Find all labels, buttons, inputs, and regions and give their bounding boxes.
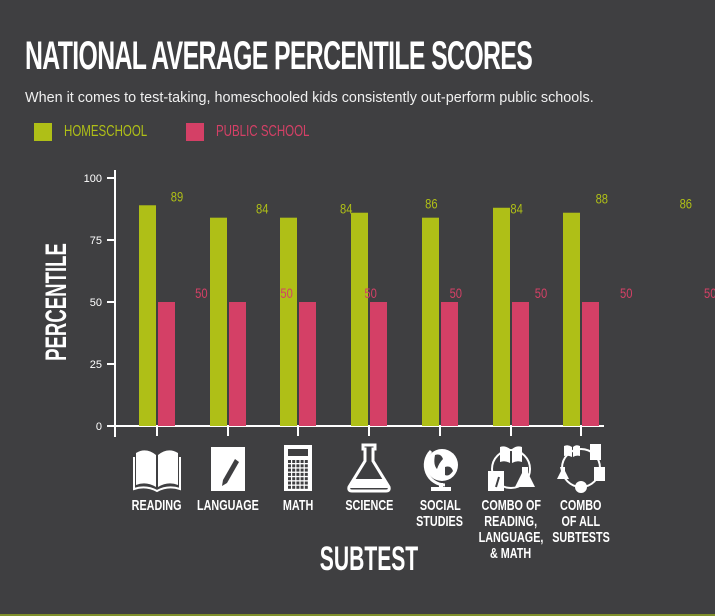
- bar-public-school: [158, 302, 175, 426]
- bar-value-label: 84: [256, 202, 268, 217]
- x-axis-label: SUBTEST: [319, 540, 419, 578]
- bar-homeschool: [139, 205, 156, 426]
- bar-public-school: [441, 302, 458, 426]
- bar-value-label: 50: [280, 286, 292, 301]
- bar-value-label: 86: [680, 197, 692, 212]
- category-label: READING: [112, 498, 202, 514]
- category-label: MATH: [253, 498, 343, 514]
- y-tick-label: 25: [90, 359, 102, 371]
- bar-value-label: 50: [535, 286, 547, 301]
- y-tick-label: 50: [90, 297, 102, 309]
- legend-swatch-public-school: [186, 123, 204, 141]
- bar-value-label: 86: [425, 197, 437, 212]
- category-label-line: READING,: [484, 513, 538, 530]
- category-label: SOCIAL STUDIES: [395, 498, 485, 530]
- y-tick-label: 100: [84, 173, 102, 185]
- open-book-icon: [132, 443, 182, 493]
- bar-homeschool: [280, 217, 297, 426]
- bar-value-label: 50: [450, 286, 462, 301]
- bottom-accent-strip: [0, 614, 715, 616]
- category-label-line: OF ALL: [561, 513, 601, 530]
- legend-label-homeschool: HOMESCHOOL: [64, 123, 148, 140]
- category-label-line: MATH: [282, 497, 314, 514]
- bar-value-label: 50: [364, 286, 376, 301]
- bar-homeschool: [563, 212, 580, 426]
- category-label-line: & MATH: [490, 545, 532, 562]
- globe-icon: [415, 443, 465, 493]
- combo-all-icon: [556, 443, 606, 493]
- calculator-icon: [273, 443, 323, 493]
- y-tick-label: 75: [90, 235, 102, 247]
- legend-swatch-homeschool: [34, 123, 52, 141]
- chart-subtitle: When it comes to test-taking, homeschool…: [25, 90, 594, 106]
- category-label-line: LANGUAGE,: [478, 529, 544, 546]
- bar-public-school: [229, 302, 246, 426]
- chart-title: NATIONAL AVERAGE PERCENTILE SCORES: [25, 34, 533, 78]
- bar-value-label: 84: [340, 202, 352, 217]
- category-label-line: STUDIES: [416, 513, 464, 530]
- category-label-line: SOCIAL: [419, 497, 461, 514]
- y-tick-label: 0: [96, 421, 102, 433]
- category-label: COMBO OF ALL SUBTESTS: [536, 498, 626, 546]
- bar-public-school: [299, 302, 316, 426]
- bar-homeschool: [210, 217, 227, 426]
- bar-homeschool: [351, 212, 368, 426]
- category-label-line: COMBO OF: [481, 497, 541, 514]
- category-label-line: SCIENCE: [344, 497, 394, 514]
- legend-public-school: PUBLIC SCHOOL: [186, 123, 346, 141]
- chart-bars: 89 84 84 86 84 88 86 50 50 50 50 50 50 50: [139, 189, 715, 426]
- bar-public-school: [582, 302, 599, 426]
- bar-value-label: 84: [510, 202, 522, 217]
- bar-value-label: 88: [596, 192, 608, 207]
- bar-value-label: 50: [704, 286, 715, 301]
- bar-homeschool: [493, 207, 510, 426]
- category-label-line: COMBO: [560, 497, 602, 514]
- category-label-line: LANGUAGE: [197, 497, 259, 514]
- bar-homeschool: [422, 217, 439, 426]
- category-label-line: READING: [132, 497, 182, 514]
- category-label: LANGUAGE: [183, 498, 273, 514]
- bar-public-school: [370, 302, 387, 426]
- legend-homeschool: HOMESCHOOL: [34, 123, 180, 141]
- bar-value-label: 89: [171, 189, 183, 204]
- bar-value-label: 50: [620, 286, 632, 301]
- bar-value-label: 50: [195, 286, 207, 301]
- combo-three-icon: [486, 443, 536, 493]
- bar-public-school: [512, 302, 529, 426]
- flask-icon: [344, 443, 394, 493]
- category-label: SCIENCE: [324, 498, 414, 514]
- category-label-line: SUBTESTS: [552, 529, 610, 546]
- category-label: COMBO OF READING, LANGUAGE, & MATH: [466, 498, 556, 562]
- legend-label-public-school: PUBLIC SCHOOL: [216, 123, 310, 140]
- paper-pencil-icon: [203, 443, 253, 493]
